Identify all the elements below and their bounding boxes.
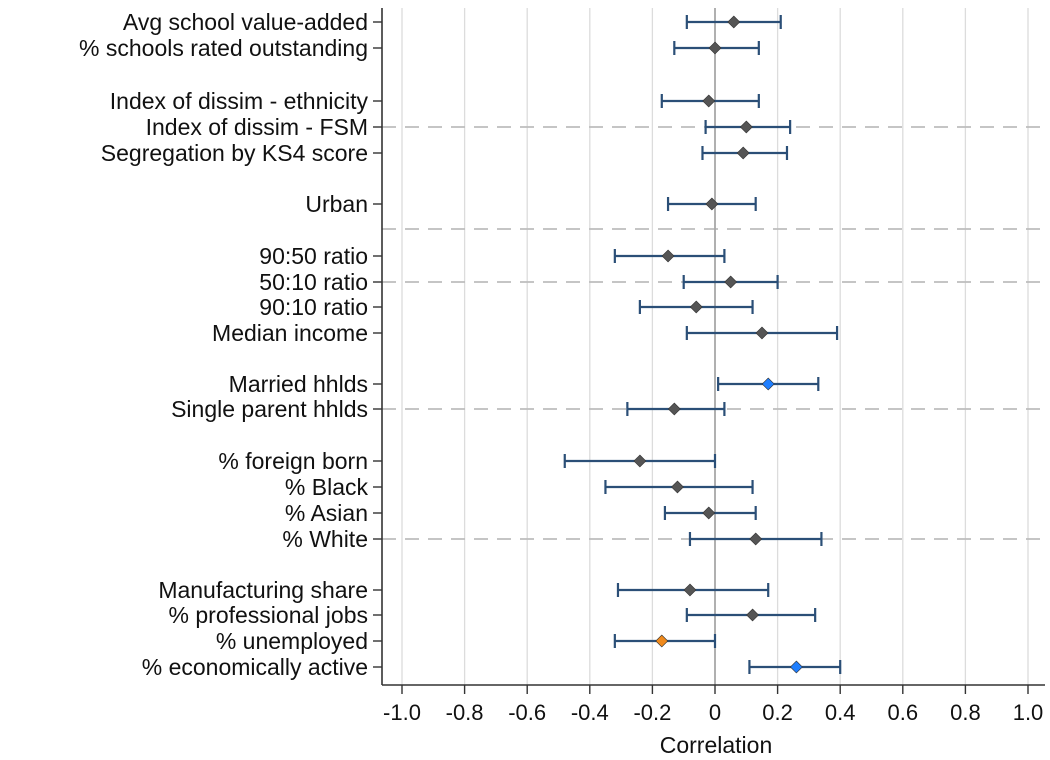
row-label-9: Median income	[212, 320, 368, 346]
point-estimate-2	[702, 94, 716, 108]
row-labels: Avg school value-added% schools rated ou…	[79, 9, 382, 680]
point-estimate-0	[727, 15, 741, 29]
point-estimate-11	[667, 402, 681, 416]
x-tick-label-0: -1.0	[383, 700, 421, 725]
x-tick-label-1: -0.8	[446, 700, 484, 725]
point-estimate-6	[661, 249, 675, 263]
row-label-2: Index of dissim - ethnicity	[110, 88, 369, 114]
x-tick-label-5: 0	[709, 700, 721, 725]
point-estimate-13	[671, 480, 684, 494]
point-estimate-18	[655, 634, 669, 648]
row-label-14: % Asian	[285, 500, 368, 526]
x-tick-label-10: 1.0	[1013, 700, 1044, 725]
row-label-18: % unemployed	[216, 628, 368, 654]
row-label-5: Urban	[305, 191, 368, 217]
point-estimate-16	[683, 583, 697, 597]
row-label-19: % economically active	[142, 654, 368, 680]
point-estimate-5	[705, 197, 719, 211]
point-estimate-19	[789, 660, 803, 674]
x-tick-label-3: -0.4	[571, 700, 609, 725]
point-estimate-7	[724, 275, 738, 289]
point-estimate-1	[708, 41, 722, 55]
x-tick-label-8: 0.6	[888, 700, 919, 725]
point-estimate-12	[633, 454, 647, 468]
point-estimate-14	[702, 506, 716, 520]
row-label-11: Single parent hhlds	[171, 396, 368, 422]
row-label-8: 90:10 ratio	[259, 294, 368, 320]
point-estimate-9	[755, 326, 769, 340]
point-estimate-3	[739, 120, 753, 134]
row-label-1: % schools rated outstanding	[79, 35, 368, 61]
point-estimate-8	[689, 300, 703, 314]
point-estimates	[633, 15, 803, 674]
point-estimate-15	[749, 532, 763, 546]
grid-layer	[401, 8, 1029, 685]
x-tick-label-2: -0.6	[508, 700, 546, 725]
row-label-16: Manufacturing share	[158, 577, 368, 603]
row-label-17: % professional jobs	[169, 602, 368, 628]
point-estimate-17	[746, 608, 759, 622]
x-axis-title: Correlation	[660, 732, 773, 758]
row-label-0: Avg school value-added	[123, 9, 368, 35]
row-label-13: % Black	[285, 474, 369, 500]
x-tick-label-4: -0.2	[633, 700, 671, 725]
x-tick-label-7: 0.4	[825, 700, 856, 725]
x-axis-ticks: -1.0 -0.8 -0.6 -0.4 -0.2 0 0.2 0.4 0.6 0.8 1.0	[383, 685, 1043, 725]
x-tick-label-6: 0.2	[762, 700, 793, 725]
row-label-12: % foreign born	[218, 448, 368, 474]
row-label-10: Married hhlds	[229, 371, 368, 397]
point-estimate-10	[761, 377, 775, 391]
row-label-7: 50:10 ratio	[259, 269, 368, 295]
row-label-6: 90:50 ratio	[259, 243, 368, 269]
point-estimate-4	[736, 146, 750, 160]
row-label-4: Segregation by KS4 score	[101, 140, 368, 166]
confidence-intervals	[563, 15, 842, 674]
row-label-15: % White	[282, 526, 368, 552]
row-label-3: Index of dissim - FSM	[146, 114, 368, 140]
x-tick-label-9: 0.8	[950, 700, 981, 725]
